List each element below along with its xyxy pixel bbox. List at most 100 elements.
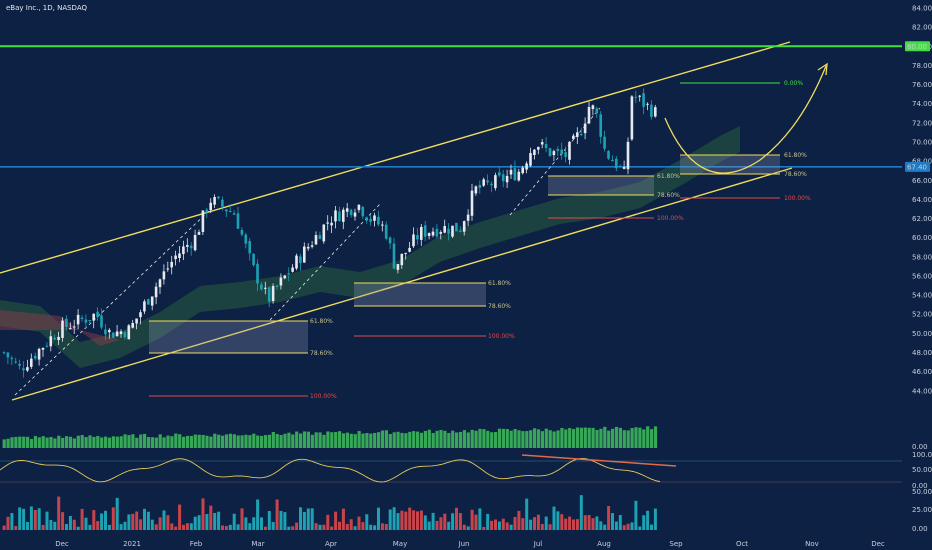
candle-up <box>271 285 275 302</box>
histogram-bar <box>572 519 575 530</box>
volume-bar <box>240 435 244 448</box>
volume-bar <box>228 433 232 448</box>
candle-up <box>533 149 536 155</box>
y-tick-label: 48.00 <box>912 349 932 357</box>
histogram-bar <box>80 508 84 530</box>
histogram-bar <box>318 524 322 530</box>
histogram-bar <box>287 526 291 530</box>
histogram-bar <box>248 523 252 530</box>
histogram-bar <box>45 511 49 530</box>
candle-up <box>306 246 310 249</box>
candle-up <box>76 314 80 325</box>
x-tick-label: Feb <box>190 540 203 548</box>
candle-up <box>638 95 641 97</box>
volume-bar <box>431 433 435 448</box>
volume-bar <box>84 437 88 448</box>
histogram-bar <box>217 511 221 530</box>
candle-down <box>478 184 482 188</box>
histogram-bar <box>533 517 536 530</box>
volume-bar <box>622 430 626 448</box>
histogram-bar <box>76 526 80 530</box>
candle-down <box>318 235 322 240</box>
histogram-bar <box>96 521 100 530</box>
histogram-bar <box>314 523 318 530</box>
histogram-bar <box>653 508 657 530</box>
histogram-bar <box>53 521 57 530</box>
y-tick-label: 76.00 <box>912 81 932 89</box>
histogram-bar <box>271 522 275 530</box>
x-tick-label: Aug <box>597 540 611 548</box>
histogram-bar <box>61 512 65 530</box>
candle-up <box>587 107 591 124</box>
histogram-bar <box>501 518 505 530</box>
volume-bar <box>607 430 611 448</box>
candle-up <box>26 367 29 371</box>
volume-bar <box>501 428 505 448</box>
candle-up <box>49 336 53 347</box>
hist-axis-label: 25.00 <box>912 506 932 514</box>
volume-bar <box>76 435 80 448</box>
candle-up <box>568 141 571 160</box>
volume-bar <box>26 436 30 448</box>
hist-axis-label: 50.00 <box>912 488 932 496</box>
histogram-bar <box>174 526 178 530</box>
histogram-bar <box>310 508 314 530</box>
volume-bar <box>377 432 381 448</box>
candle-up <box>61 320 64 338</box>
candle-up <box>525 163 528 170</box>
candle-up <box>174 255 177 260</box>
histogram-bar <box>228 524 232 530</box>
candle-down <box>236 213 240 229</box>
candle-down <box>6 352 10 358</box>
histogram-bar <box>185 523 189 530</box>
candle-up <box>186 245 189 247</box>
chart-title: eBay Inc., 1D, NASDAQ <box>6 4 87 12</box>
histogram-bar <box>435 520 439 530</box>
candle-up <box>182 246 185 255</box>
candle-down <box>84 319 88 323</box>
volume-bar <box>486 430 490 448</box>
candle-up <box>540 142 544 145</box>
x-tick-label: May <box>393 540 407 548</box>
candle-up <box>505 175 509 183</box>
volume-bar <box>482 429 486 448</box>
histogram-bar <box>107 524 111 530</box>
volume-bar <box>380 430 385 448</box>
volume-bar <box>189 435 193 448</box>
volume-bar <box>634 427 638 448</box>
candle-down <box>560 149 563 155</box>
volume-bar <box>80 435 84 448</box>
histogram-bar <box>404 511 408 530</box>
candle-up <box>322 224 326 242</box>
volume-bar <box>150 437 154 448</box>
volume-bar <box>174 433 178 448</box>
volume-bar <box>33 436 37 448</box>
volume-bar <box>170 436 174 448</box>
candle-down <box>603 136 606 149</box>
histogram-bar <box>345 523 349 530</box>
volume-bar <box>201 434 205 448</box>
candle-up <box>143 301 146 312</box>
candle-down <box>228 211 232 213</box>
candle-up <box>326 222 329 224</box>
histogram-bar <box>614 521 618 530</box>
y-tick-label: 54.00 <box>912 292 932 300</box>
candle-down <box>299 256 302 264</box>
histogram-bar <box>556 511 560 530</box>
candle-up <box>193 234 197 251</box>
volume-bar <box>357 431 361 448</box>
fib-zone <box>149 321 308 353</box>
candle-up <box>439 232 443 234</box>
histogram-bar <box>84 517 88 530</box>
histogram-bar <box>150 519 154 530</box>
x-tick-label: Jun <box>458 540 470 548</box>
volume-bar <box>583 427 587 448</box>
histogram-bar <box>283 512 287 530</box>
volume-bar <box>435 430 439 448</box>
histogram-bar <box>166 515 170 530</box>
volume-bar <box>306 431 310 448</box>
y-tick-label: 70.00 <box>912 138 932 146</box>
volume-bar <box>143 433 147 448</box>
candle-up <box>330 222 333 226</box>
